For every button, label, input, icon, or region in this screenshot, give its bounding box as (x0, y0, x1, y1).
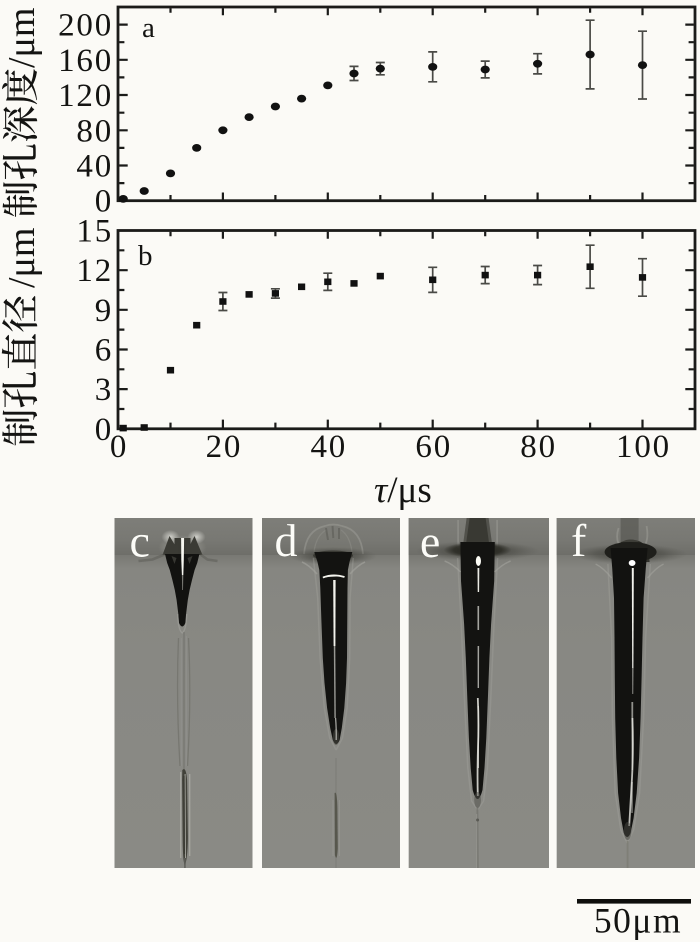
svg-text:6: 6 (95, 333, 113, 369)
svg-text:50μm: 50μm (594, 901, 682, 941)
svg-text:80: 80 (520, 429, 557, 465)
svg-text:15: 15 (76, 214, 113, 250)
svg-text:120: 120 (58, 78, 113, 114)
svg-text:τ/μs: τ/μs (374, 470, 432, 511)
svg-text:b: b (138, 240, 153, 272)
svg-text:12: 12 (76, 253, 113, 289)
svg-text:40: 40 (310, 429, 347, 465)
svg-text:0: 0 (95, 412, 113, 448)
svg-text:200: 200 (58, 8, 113, 44)
svg-text:160: 160 (58, 43, 113, 79)
svg-text:0: 0 (95, 184, 113, 220)
svg-text:40: 40 (76, 149, 113, 185)
svg-text:9: 9 (95, 293, 113, 329)
svg-text:60: 60 (415, 429, 452, 465)
svg-text:0: 0 (110, 429, 128, 465)
svg-text:/μm: /μm (1, 228, 43, 289)
svg-text:3: 3 (95, 372, 113, 408)
svg-text:a: a (142, 12, 155, 44)
svg-text:20: 20 (206, 429, 243, 465)
svg-text:100: 100 (616, 429, 671, 465)
svg-text:/μm: /μm (1, 8, 43, 69)
svg-text:80: 80 (76, 113, 113, 149)
